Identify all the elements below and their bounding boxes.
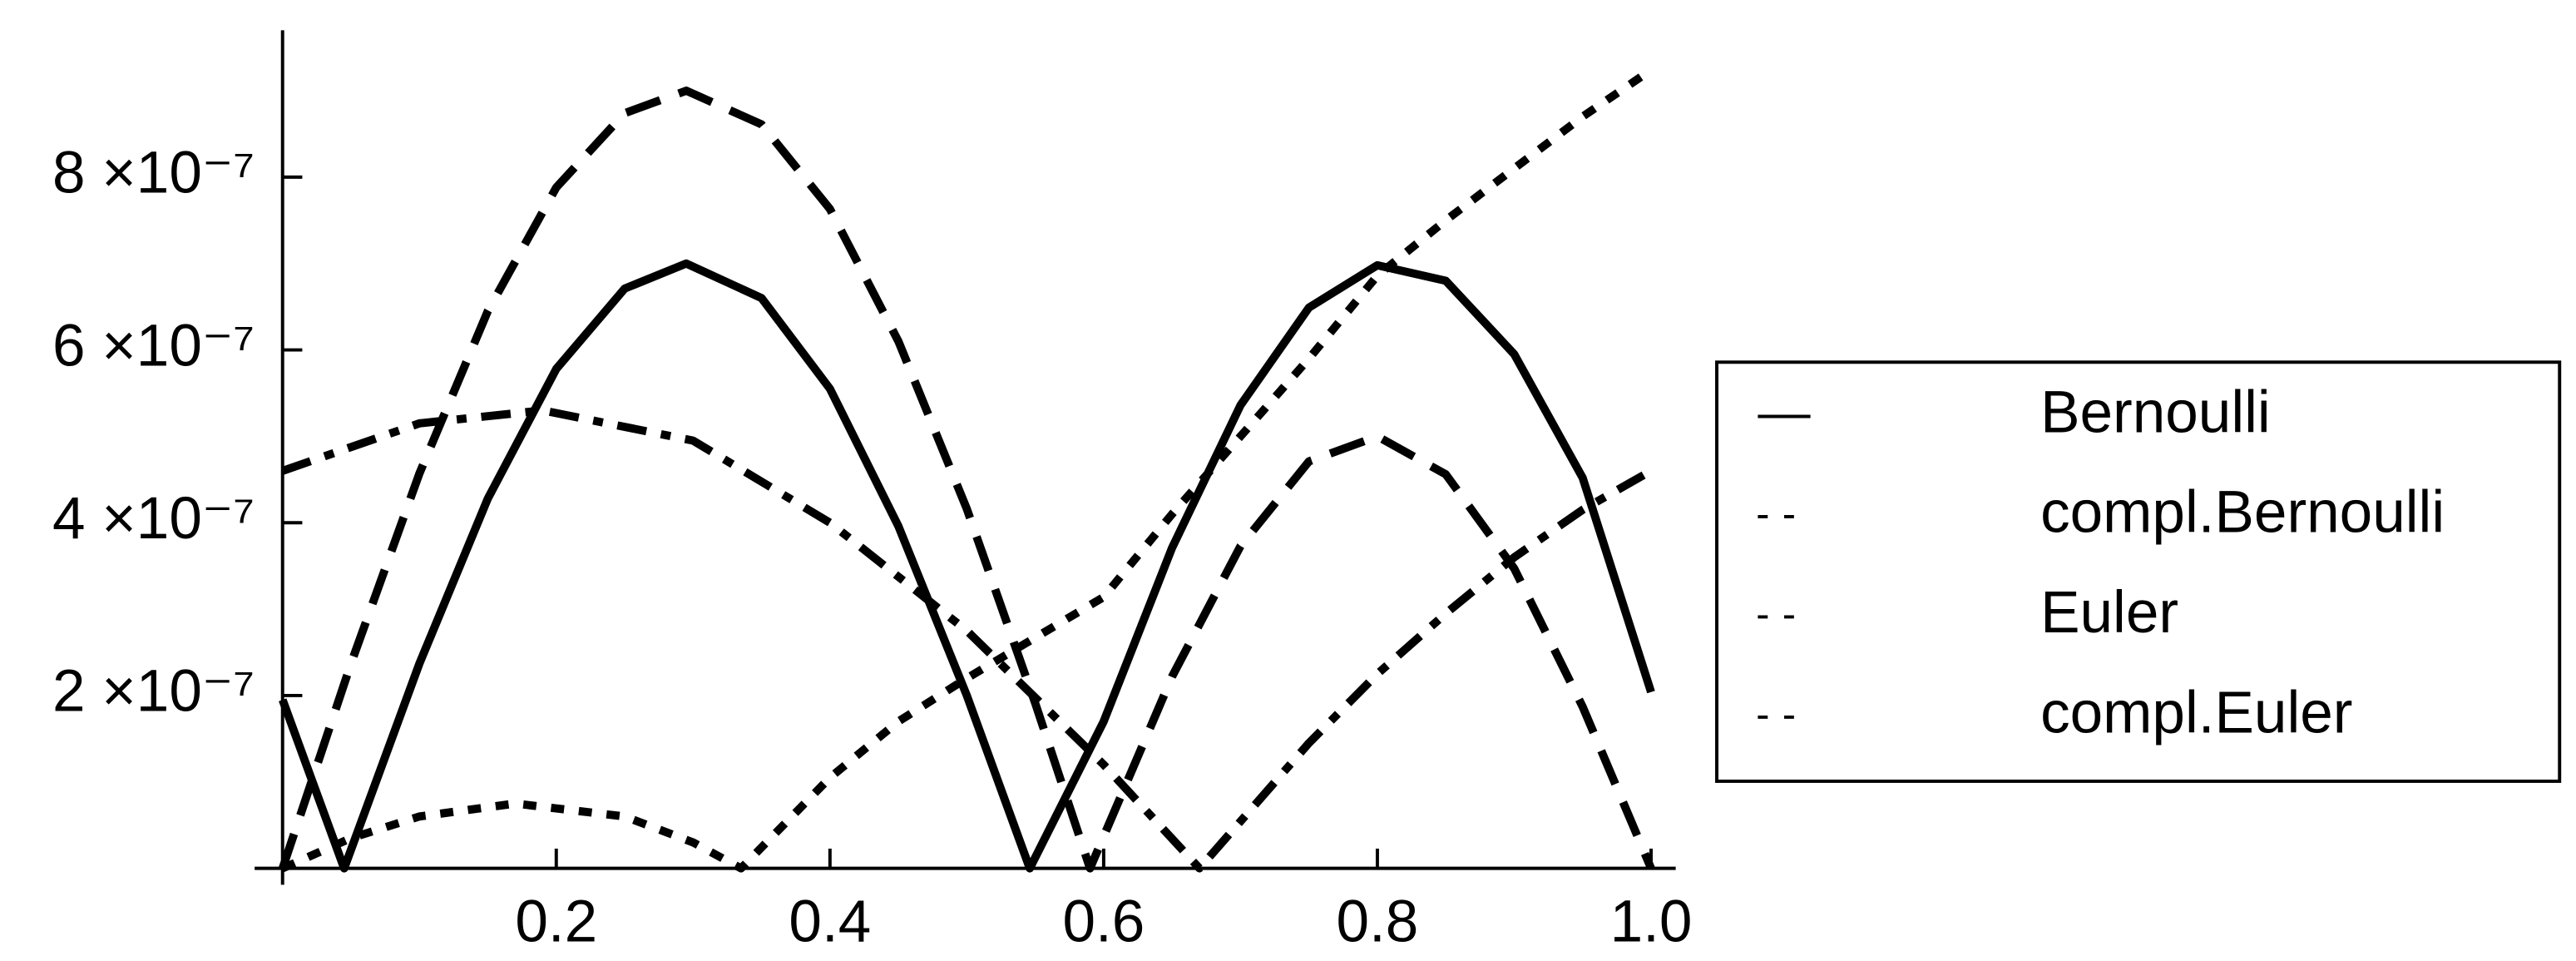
series-line xyxy=(279,87,1655,873)
legend-label: compl.Bernoulli xyxy=(2040,480,2445,546)
series-line xyxy=(280,67,1654,873)
y-tick-label: 4 ×10⁻⁷ xyxy=(52,486,255,552)
series-line xyxy=(279,259,1655,873)
y-tick-label: 2 ×10⁻⁷ xyxy=(52,659,255,725)
series-line xyxy=(281,406,1654,873)
x-tick-label: 0.6 xyxy=(1062,889,1145,955)
legend-label: Bernoulli xyxy=(2040,379,2271,445)
x-tick-label: 0.4 xyxy=(789,889,871,955)
x-tick-label: 0.2 xyxy=(515,889,597,955)
legend-label: compl.Euler xyxy=(2040,681,2352,746)
x-tick-label: 1.0 xyxy=(1610,889,1693,955)
x-tick-label: 0.8 xyxy=(1337,889,1419,955)
y-tick-label: 6 ×10⁻⁷ xyxy=(52,313,255,379)
legend-label: Euler xyxy=(2040,580,2178,646)
y-tick-label: 8 ×10⁻⁷ xyxy=(52,141,255,206)
legend-box xyxy=(1715,360,2562,783)
